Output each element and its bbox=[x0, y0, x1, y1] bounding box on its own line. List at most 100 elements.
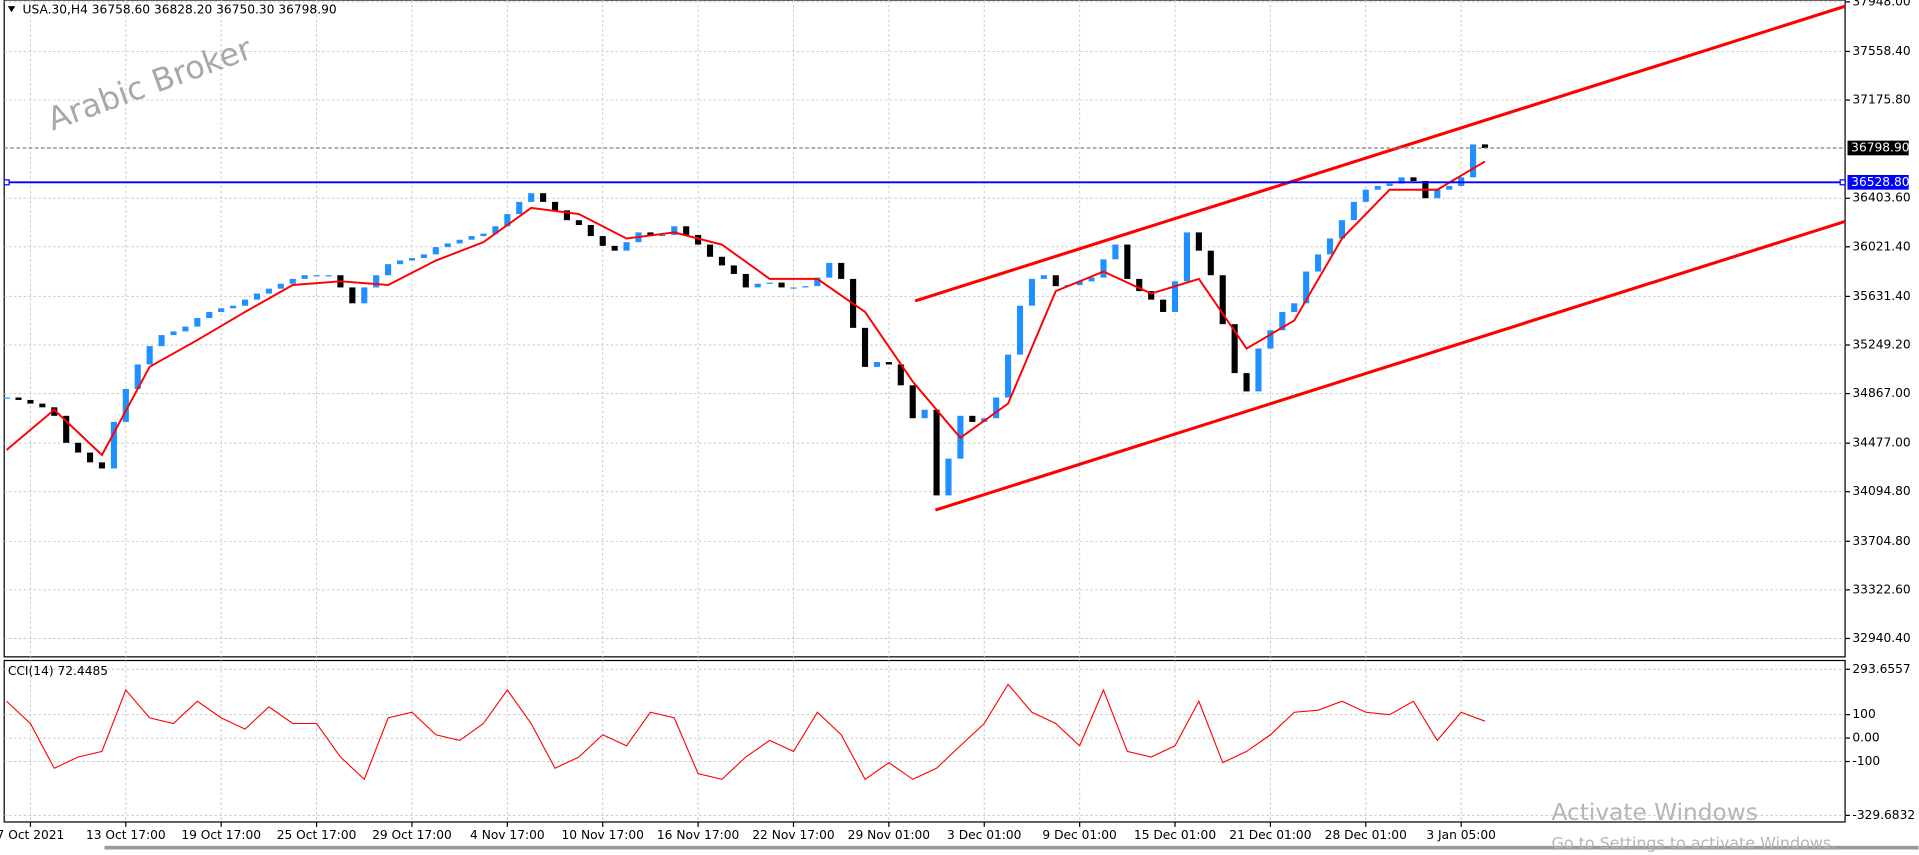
candle bbox=[611, 245, 618, 251]
candle bbox=[1279, 311, 1286, 331]
candle bbox=[659, 234, 666, 237]
candle bbox=[1088, 277, 1095, 282]
y-tick-label: 34094.80 bbox=[1852, 484, 1910, 498]
y-tick-label: 35631.40 bbox=[1852, 289, 1910, 303]
y-tick-label: 32940.40 bbox=[1852, 631, 1910, 645]
candle bbox=[897, 364, 904, 386]
price-label: 36528.80 bbox=[1851, 175, 1909, 189]
y-tick-label: 36021.40 bbox=[1852, 239, 1910, 253]
candle bbox=[15, 397, 22, 400]
candle bbox=[218, 308, 225, 312]
candle bbox=[385, 264, 392, 276]
x-tick-label: 19 Oct 17:00 bbox=[181, 828, 261, 842]
candle bbox=[754, 283, 761, 288]
candle bbox=[3, 397, 10, 399]
candle bbox=[826, 262, 833, 278]
candle bbox=[1326, 238, 1334, 255]
y-tick-label: -329.6832 bbox=[1852, 808, 1915, 822]
candle bbox=[1219, 275, 1226, 325]
price-label: 36798.90 bbox=[1851, 140, 1909, 154]
candle bbox=[1148, 291, 1155, 300]
candle bbox=[408, 258, 416, 261]
candle bbox=[39, 403, 46, 408]
candle bbox=[1124, 244, 1131, 279]
x-tick-label: 13 Oct 17:00 bbox=[86, 828, 166, 842]
candle bbox=[432, 247, 439, 255]
main-panel-frame bbox=[3, 0, 1846, 658]
candle bbox=[480, 233, 487, 237]
candle bbox=[349, 287, 356, 304]
candle bbox=[945, 458, 952, 496]
candle bbox=[528, 193, 535, 202]
candle bbox=[456, 239, 463, 244]
y-tick-label: -100 bbox=[1852, 754, 1880, 768]
candle bbox=[1410, 177, 1417, 182]
candle bbox=[921, 409, 928, 419]
candle bbox=[885, 362, 892, 365]
candle bbox=[838, 262, 845, 279]
candle bbox=[170, 331, 177, 336]
candle bbox=[158, 335, 165, 347]
candle bbox=[468, 236, 475, 240]
candle bbox=[1183, 232, 1190, 282]
y-tick-label: 34867.00 bbox=[1852, 386, 1910, 400]
candle bbox=[63, 415, 70, 443]
candle bbox=[1136, 278, 1143, 292]
x-tick-label: 7 Oct 2021 bbox=[0, 828, 64, 842]
candle bbox=[230, 305, 237, 309]
line-handle bbox=[1839, 179, 1846, 186]
candle bbox=[623, 242, 630, 251]
candle bbox=[540, 193, 547, 202]
candle bbox=[1160, 299, 1167, 312]
candle bbox=[110, 421, 117, 469]
candle bbox=[1076, 281, 1083, 286]
candle bbox=[1112, 244, 1119, 260]
candle bbox=[516, 201, 523, 215]
candle bbox=[993, 397, 1000, 419]
candle bbox=[1207, 250, 1214, 276]
candle bbox=[1291, 303, 1298, 312]
x-tick-label: 22 Nov 17:00 bbox=[752, 828, 834, 842]
candle bbox=[1303, 271, 1310, 304]
x-tick-label: 9 Dec 01:00 bbox=[1042, 828, 1116, 842]
candle bbox=[718, 256, 726, 266]
candle bbox=[1040, 275, 1047, 279]
candle bbox=[1016, 305, 1024, 355]
candle bbox=[563, 210, 571, 221]
y-tick-label: 34477.00 bbox=[1852, 436, 1910, 450]
candle bbox=[909, 385, 916, 419]
price-label-box bbox=[1847, 140, 1909, 156]
candle bbox=[206, 311, 213, 319]
y-tick-label: 36403.60 bbox=[1852, 191, 1910, 205]
x-tick-label: 16 Nov 17:00 bbox=[657, 828, 739, 842]
candle bbox=[122, 388, 129, 422]
candle bbox=[706, 244, 714, 257]
candle bbox=[599, 236, 606, 246]
candle bbox=[671, 226, 678, 235]
candle bbox=[1338, 220, 1345, 239]
candle bbox=[1470, 144, 1477, 178]
candle bbox=[325, 275, 332, 277]
candle bbox=[742, 273, 749, 288]
candle bbox=[98, 462, 106, 469]
candle bbox=[27, 399, 34, 404]
candle bbox=[241, 299, 249, 306]
x-tick-label: 29 Oct 17:00 bbox=[372, 828, 452, 842]
y-tick-label: 293.6557 bbox=[1852, 662, 1910, 676]
y-tick-label: 35249.20 bbox=[1852, 337, 1910, 351]
candle bbox=[492, 226, 499, 234]
y-tick-label: 33322.60 bbox=[1852, 582, 1910, 596]
candle bbox=[1052, 275, 1059, 287]
symbol-menu-arrow[interactable] bbox=[7, 6, 16, 13]
candle bbox=[313, 275, 320, 277]
candle bbox=[420, 254, 427, 259]
candle bbox=[253, 293, 261, 300]
y-tick-label: 0.00 bbox=[1852, 731, 1879, 745]
candle bbox=[265, 288, 272, 294]
candle bbox=[1100, 259, 1107, 278]
candle bbox=[1362, 189, 1369, 202]
candle bbox=[1315, 254, 1322, 272]
candle bbox=[1434, 189, 1441, 199]
